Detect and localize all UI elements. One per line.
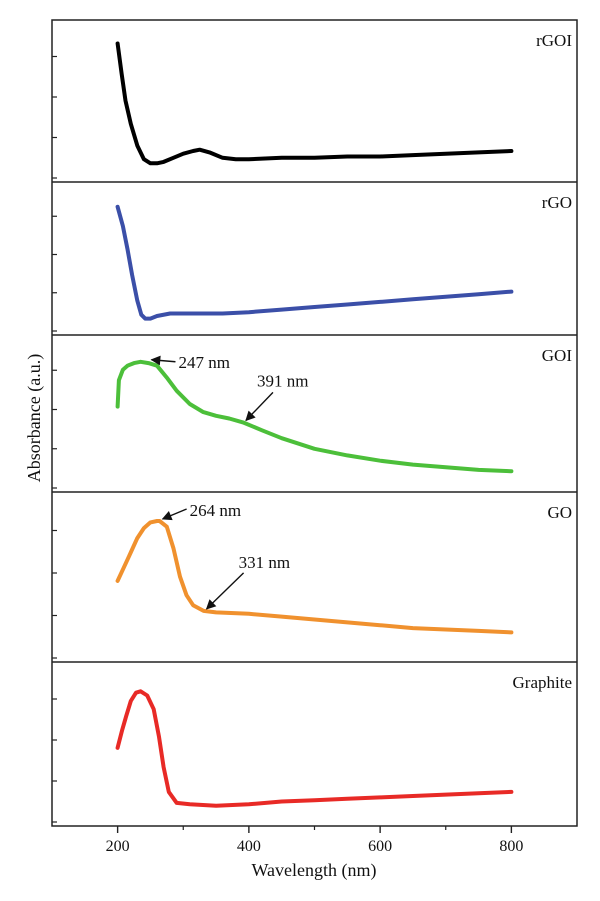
panel-label-rgo: rGO [542,193,572,212]
series-line-graphite [115,689,514,808]
annotation-label: 264 nm [190,501,241,520]
series-line-go [115,519,514,635]
panel-label-go: GO [547,503,572,522]
y-axis-title: Absorbance (a.u.) [24,354,45,482]
series-line-rgoi [115,41,514,166]
x-tick-label: 200 [106,838,130,855]
annotation-arrow [205,572,245,610]
x-tick-label: 800 [499,838,523,855]
x-tick-label: 600 [368,838,392,855]
annotation-arrow [161,508,187,521]
plot-area: rGOI rGO GOI 247 nm 391 nm GO 264 nm 331 nm Grap… [51,19,578,855]
panel-label-rgoi: rGOI [536,31,572,50]
x-tick-label: 400 [237,838,261,855]
annotation-label: 247 nm [178,353,229,372]
series-line-goi [115,359,514,474]
annotation-label: 391 nm [257,371,308,390]
panel-label-graphite: Graphite [513,673,572,692]
annotation-label: 331 nm [239,553,290,572]
series-line-rgo [115,204,514,321]
annotation-arrow [150,355,176,366]
panel-label-goi: GOI [542,346,573,365]
annotation-arrow [245,391,274,422]
x-axis-title: Wavelength (nm) [251,860,376,881]
